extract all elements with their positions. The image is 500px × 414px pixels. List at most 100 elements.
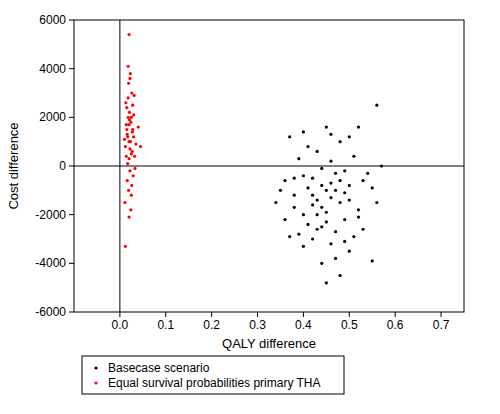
point [366, 172, 369, 175]
point [127, 123, 130, 126]
x-tick [303, 312, 304, 317]
point [311, 237, 314, 240]
x-tick-label: 0.1 [157, 318, 174, 332]
y-tick-label: -6000 [35, 305, 66, 319]
point [348, 135, 351, 138]
point [302, 174, 305, 177]
point [343, 191, 346, 194]
point [127, 82, 130, 85]
point [126, 162, 129, 165]
point [302, 130, 305, 133]
point [127, 33, 130, 36]
y-tick-label: 0 [59, 159, 66, 173]
point [320, 206, 323, 209]
point [325, 125, 328, 128]
point [329, 160, 332, 163]
y-tick [69, 117, 74, 118]
point [133, 167, 136, 170]
point [334, 230, 337, 233]
point [129, 208, 132, 211]
point [130, 184, 133, 187]
point [293, 177, 296, 180]
y-tick-label: 6000 [39, 13, 66, 27]
point [339, 179, 342, 182]
point [133, 155, 136, 158]
point [297, 157, 300, 160]
point [329, 133, 332, 136]
x-tick-label: 0.2 [203, 318, 220, 332]
point [325, 220, 328, 223]
point [288, 135, 291, 138]
point [125, 123, 128, 126]
point [306, 186, 309, 189]
point [130, 91, 133, 94]
point [123, 201, 126, 204]
point [352, 155, 355, 158]
point [124, 245, 127, 248]
point [131, 150, 134, 153]
point [339, 201, 342, 204]
point [293, 206, 296, 209]
point [128, 147, 131, 150]
y-tick [69, 312, 74, 313]
point [125, 155, 128, 158]
point [124, 101, 127, 104]
point [325, 281, 328, 284]
point [132, 113, 135, 116]
y-tick-label: 2000 [39, 110, 66, 124]
legend-marker [94, 366, 97, 369]
point [279, 189, 282, 192]
point [329, 181, 332, 184]
point [126, 179, 129, 182]
point [127, 216, 130, 219]
legend-box [82, 356, 344, 394]
point [306, 145, 309, 148]
point [288, 235, 291, 238]
point [311, 203, 314, 206]
point [128, 77, 131, 80]
point [334, 257, 337, 260]
x-tick-label: 0.6 [387, 318, 404, 332]
point [128, 118, 131, 121]
point [130, 194, 133, 197]
zero-line-y [74, 166, 464, 167]
x-tick [441, 312, 442, 317]
x-tick [349, 312, 350, 317]
x-tick [395, 312, 396, 317]
legend-marker [94, 381, 97, 384]
point [297, 233, 300, 236]
point [126, 135, 129, 138]
point [283, 218, 286, 221]
point [329, 196, 332, 199]
point [127, 96, 130, 99]
y-axis-label: Cost difference [6, 122, 21, 209]
point [316, 150, 319, 153]
point [320, 167, 323, 170]
point [361, 228, 364, 231]
point [127, 157, 130, 160]
point [371, 186, 374, 189]
point [380, 164, 383, 167]
point [343, 218, 346, 221]
chart: 0.00.10.20.30.40.50.60.7-6000-4000-20000… [0, 0, 500, 414]
point [343, 169, 346, 172]
point [274, 201, 277, 204]
y-tick [69, 214, 74, 215]
x-tick [257, 312, 258, 317]
point [371, 259, 374, 262]
point [320, 184, 323, 187]
x-axis-label: QALY difference [222, 336, 316, 351]
x-tick-label: 0.3 [249, 318, 266, 332]
point [306, 223, 309, 226]
point [343, 240, 346, 243]
points [123, 33, 383, 284]
point [357, 125, 360, 128]
point [127, 189, 130, 192]
y-tick [69, 68, 74, 69]
point [348, 184, 351, 187]
point [302, 213, 305, 216]
point [320, 225, 323, 228]
point [357, 208, 360, 211]
y-tick [69, 263, 74, 264]
point [375, 201, 378, 204]
